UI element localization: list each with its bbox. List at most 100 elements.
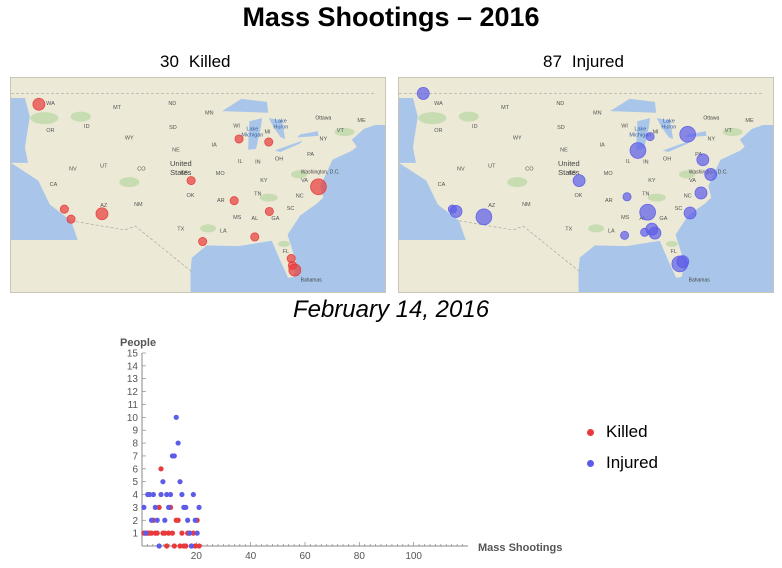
injured-forest-3 <box>507 177 528 188</box>
injured-state-label-ok: OK <box>575 193 583 199</box>
killed-state-label-mo: MO <box>216 171 226 177</box>
injured-lake-michigan-label-1: Lake <box>634 126 646 132</box>
killed-map-point-9 <box>229 196 239 206</box>
chart-title: Mass Shootings – 2016 <box>242 2 540 32</box>
injured-state-label-az: AZ <box>488 203 496 209</box>
injured-map-point-6 <box>696 153 710 167</box>
killed-country-label-2: States <box>170 168 192 177</box>
injured-ocean-2 <box>399 162 466 240</box>
injured-point-25 <box>186 530 193 536</box>
injured-point-28 <box>192 517 198 523</box>
killed-point-17 <box>171 543 177 549</box>
injured-map-point-5 <box>679 126 696 143</box>
x-axis-label: Mass Shootings <box>478 542 562 554</box>
y-tick-label: 5 <box>132 477 138 488</box>
injured-state-label-nm: NM <box>522 202 531 208</box>
injured-forest-7 <box>588 224 605 233</box>
killed-point-21 <box>179 530 185 536</box>
killed-point-12 <box>162 530 168 536</box>
injured-point-6 <box>150 491 157 498</box>
killed-state-label-pa: PA <box>307 152 314 158</box>
injured-state-label-fl: FL <box>671 249 677 255</box>
killed-state-label-mn: MN <box>205 110 214 116</box>
injured-state-label-la: LA <box>608 228 615 234</box>
injured-point-20 <box>177 479 183 485</box>
injured-map-point-20 <box>676 255 690 269</box>
killed-lake-huron-label-1: Lake <box>275 119 287 125</box>
injured-map-point-18 <box>645 222 659 236</box>
killed-great-lake-1 <box>222 98 269 113</box>
y-tick-label: 3 <box>132 503 138 514</box>
killed-state-label-or: OR <box>46 128 54 134</box>
injured-map-point-2 <box>572 174 586 187</box>
injured-lake-michigan-label-2: Michigan <box>629 132 651 138</box>
injured-map-point-1 <box>416 87 430 100</box>
killed-great-lake-2 <box>248 118 263 150</box>
killed-forest-8 <box>277 240 290 247</box>
injured-point-19 <box>175 440 181 446</box>
injured-map-point-7 <box>704 168 718 181</box>
killed-state-label-sd: SD <box>169 125 177 131</box>
y-tick-label: 10 <box>127 413 139 424</box>
injured-state-label-tx: TX <box>565 227 572 233</box>
injured-mexico-border <box>458 220 580 272</box>
legend-killed-marker <box>587 429 594 437</box>
killed-map-canvas: WA OR ID MT WY NV UT CO CA AZ NM ND SD NE KS OK TX MN IA MO… <box>11 78 385 292</box>
killed-state-label-in: IN <box>255 160 261 166</box>
injured-ottawa-label: Ottawa <box>703 116 719 122</box>
injured-point-14 <box>166 504 172 510</box>
killed-state-label-mt: MT <box>113 105 122 111</box>
injured-country-label-2: States <box>558 168 580 177</box>
injured-map-point-9 <box>683 206 697 220</box>
killed-state-label-ky: KY <box>260 178 268 184</box>
injured-point-23 <box>183 504 189 510</box>
killed-state-label-oh: OH <box>275 157 283 163</box>
killed-point-8 <box>154 530 160 536</box>
killed-forest-1 <box>30 112 59 125</box>
legend-item-injured: Injured <box>587 453 658 473</box>
killed-map-point-12 <box>250 232 260 242</box>
killed-ocean-1 <box>11 98 30 163</box>
injured-state-label-ne: NE <box>560 147 568 153</box>
killed-state-label-tx: TX <box>177 227 184 233</box>
injured-point-27 <box>190 491 196 498</box>
killed-state-label-wy: WY <box>125 136 134 142</box>
injured-point-24 <box>185 517 191 523</box>
killed-state-label-ar: AR <box>217 198 225 204</box>
injured-stat-label: Injured <box>571 52 624 71</box>
killed-state-label-ne: NE <box>172 147 180 153</box>
killed-state-label-id: ID <box>84 124 90 130</box>
injured-point-29 <box>194 530 200 536</box>
y-tick-label: 6 <box>132 464 138 475</box>
injured-forest-1 <box>418 112 447 125</box>
injured-point-13 <box>164 491 170 498</box>
injured-forest-8 <box>665 240 678 247</box>
injured-state-label-mi: MI <box>652 130 659 136</box>
injured-forest-5 <box>679 170 696 179</box>
date-label: February 14, 2016 <box>292 296 490 323</box>
killed-great-lake-5 <box>297 131 319 138</box>
injured-ocean-1 <box>399 98 418 163</box>
injured-bahamas-label: Bahamas <box>689 278 711 284</box>
injured-state-label-ut: UT <box>488 163 496 169</box>
killed-point-5 <box>148 530 155 536</box>
injured-state-label-mt: MT <box>501 105 510 111</box>
injured-point-9 <box>156 543 162 549</box>
killed-state-label-wa: WA <box>46 101 55 107</box>
killed-point-10 <box>158 466 164 472</box>
x-tick-label: 80 <box>354 551 366 562</box>
killed-bahamas-label: Bahamas <box>301 278 323 284</box>
killed-map-point-8 <box>95 207 109 221</box>
injured-map-point-11 <box>449 205 463 218</box>
y-tick-label: 2 <box>132 516 138 527</box>
injured-map-point-12 <box>475 208 493 226</box>
killed-great-lake-4 <box>274 140 303 153</box>
killed-state-label-ia: IA <box>212 143 218 149</box>
injured-point-18 <box>173 414 179 420</box>
killed-state-label-ut: UT <box>100 163 108 169</box>
killed-state-label-ny: NY <box>320 136 328 142</box>
y-tick-label: 7 <box>132 451 138 462</box>
killed-forest-4 <box>259 193 278 202</box>
x-tick-label: 60 <box>299 551 311 562</box>
killed-ocean-3 <box>190 125 385 292</box>
